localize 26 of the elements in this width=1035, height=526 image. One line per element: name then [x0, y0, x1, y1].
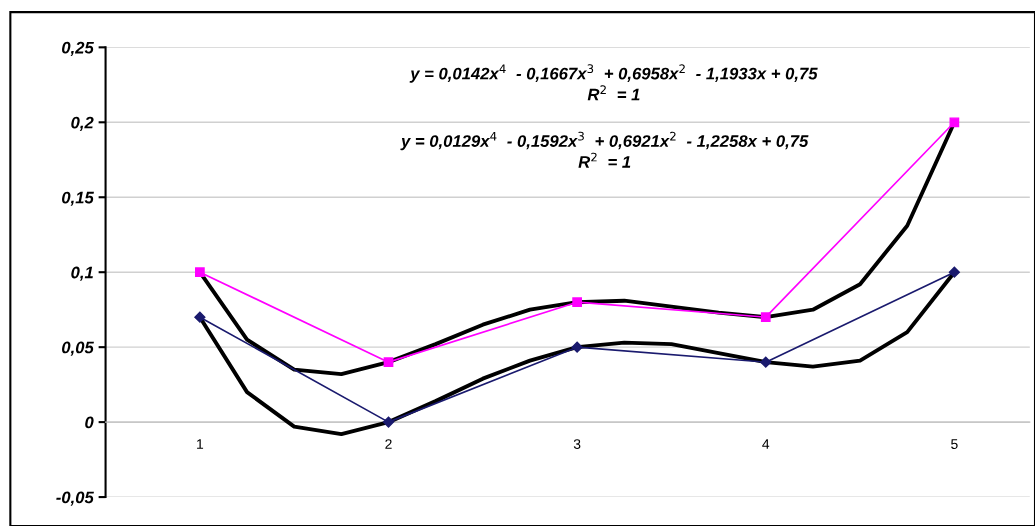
- point: [760, 312, 771, 323]
- point: [760, 356, 772, 368]
- y-tick-label: -0,05: [56, 491, 94, 506]
- annotation: R$^{2}$ = 1: [587, 85, 640, 101]
- point: [949, 117, 960, 128]
- annotation: y = 0,0142x$^{4}$ - 0,1667x$^{3}$ + 0,6958x$^{2}$ - 1,1933x + 0,75: [409, 64, 818, 83]
- point: [194, 311, 206, 323]
- y-tick-label: 0,05: [62, 341, 94, 356]
- point: [382, 416, 395, 428]
- x-tick-label: 1: [197, 439, 204, 449]
- x-tick-label: 2: [385, 439, 392, 449]
- point: [383, 357, 394, 368]
- annotation: R$^{2}$ = 1: [578, 152, 631, 168]
- point: [948, 266, 960, 278]
- point: [572, 297, 582, 308]
- point: [571, 341, 583, 353]
- y-tick-label: 0,15: [62, 191, 94, 206]
- x-tick-label: 4: [762, 439, 770, 449]
- x-tick-label: 3: [573, 439, 581, 449]
- y-tick-label: 0,1: [71, 266, 93, 281]
- y-tick-label: 0: [85, 416, 94, 429]
- x-tick-label: 5: [951, 439, 958, 449]
- y-tick-label: 0,2: [71, 116, 94, 131]
- annotation: y = 0,0129x$^{4}$ - 0,1592x$^{3}$ + 0,6921x$^{2}$ - 1,2258x + 0,75: [400, 131, 809, 151]
- y-tick-label: 0,25: [62, 41, 94, 56]
- point: [195, 267, 205, 278]
